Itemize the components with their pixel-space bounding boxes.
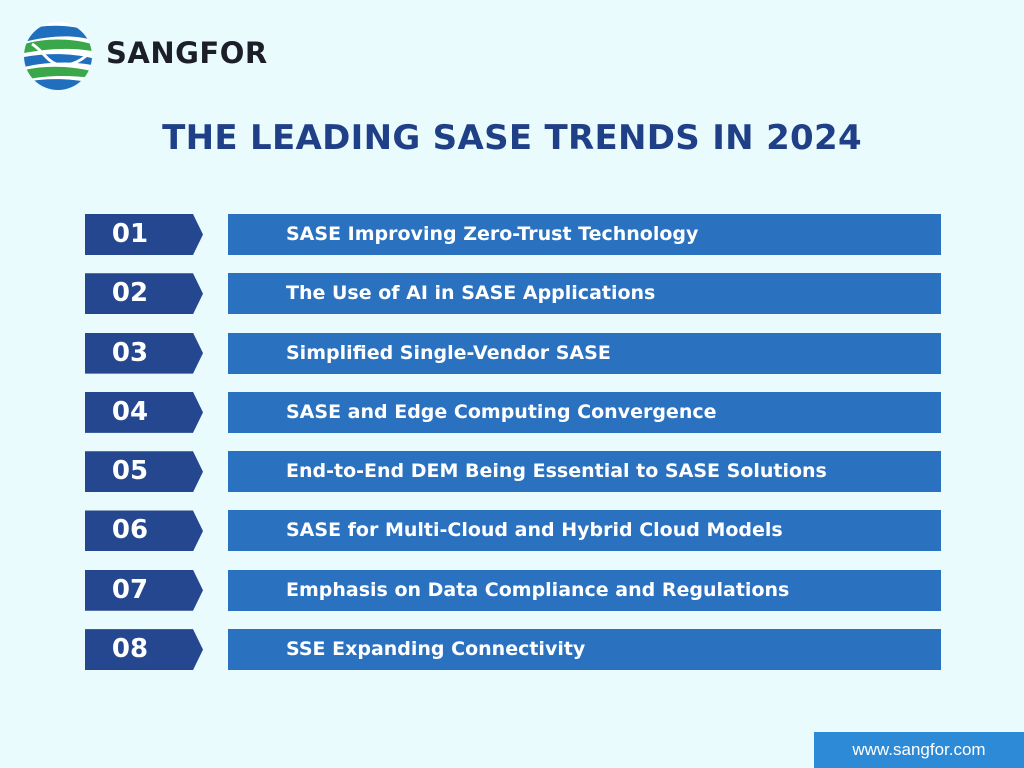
trend-number: 05	[85, 451, 203, 493]
trend-row-08: 08 SSE Expanding Connectivity	[85, 629, 941, 671]
trend-row-05: 05 End-to-End DEM Being Essential to SAS…	[85, 451, 941, 493]
sangfor-logo-icon	[24, 22, 92, 90]
trend-number: 01	[85, 214, 203, 255]
trend-label: The Use of AI in SASE Applications	[228, 273, 941, 315]
trend-number: 07	[85, 569, 203, 611]
trend-row-02: 02 The Use of AI in SASE Applications	[85, 273, 941, 315]
trend-row-01: 01 SASE Improving Zero-Trust Technology	[85, 214, 941, 255]
trend-row-03: 03 Simplified Single-Vendor SASE	[85, 332, 941, 374]
trend-number: 08	[85, 629, 203, 671]
brand-name: SANGFOR	[106, 36, 268, 70]
trend-label: SASE and Edge Computing Convergence	[228, 391, 941, 433]
trend-list: 01 SASE Improving Zero-Trust Technology …	[85, 214, 941, 688]
page-title: THE LEADING SASE TRENDS IN 2024	[162, 118, 862, 158]
trend-number: 02	[85, 273, 203, 315]
trend-label: End-to-End DEM Being Essential to SASE S…	[228, 451, 941, 493]
trend-number: 04	[85, 391, 203, 433]
trend-number: 06	[85, 510, 203, 552]
trend-label: SASE for Multi-Cloud and Hybrid Cloud Mo…	[228, 510, 941, 552]
trend-label: SSE Expanding Connectivity	[228, 629, 941, 671]
trend-number: 03	[85, 332, 203, 374]
trend-row-07: 07 Emphasis on Data Compliance and Regul…	[85, 569, 941, 611]
website-link[interactable]: www.sangfor.com	[814, 732, 1024, 768]
trend-label: Simplified Single-Vendor SASE	[228, 332, 941, 374]
trend-row-06: 06 SASE for Multi-Cloud and Hybrid Cloud…	[85, 510, 941, 552]
trend-label: Emphasis on Data Compliance and Regulati…	[228, 569, 941, 611]
trend-label: SASE Improving Zero-Trust Technology	[228, 214, 941, 255]
trend-row-04: 04 SASE and Edge Computing Convergence	[85, 391, 941, 433]
